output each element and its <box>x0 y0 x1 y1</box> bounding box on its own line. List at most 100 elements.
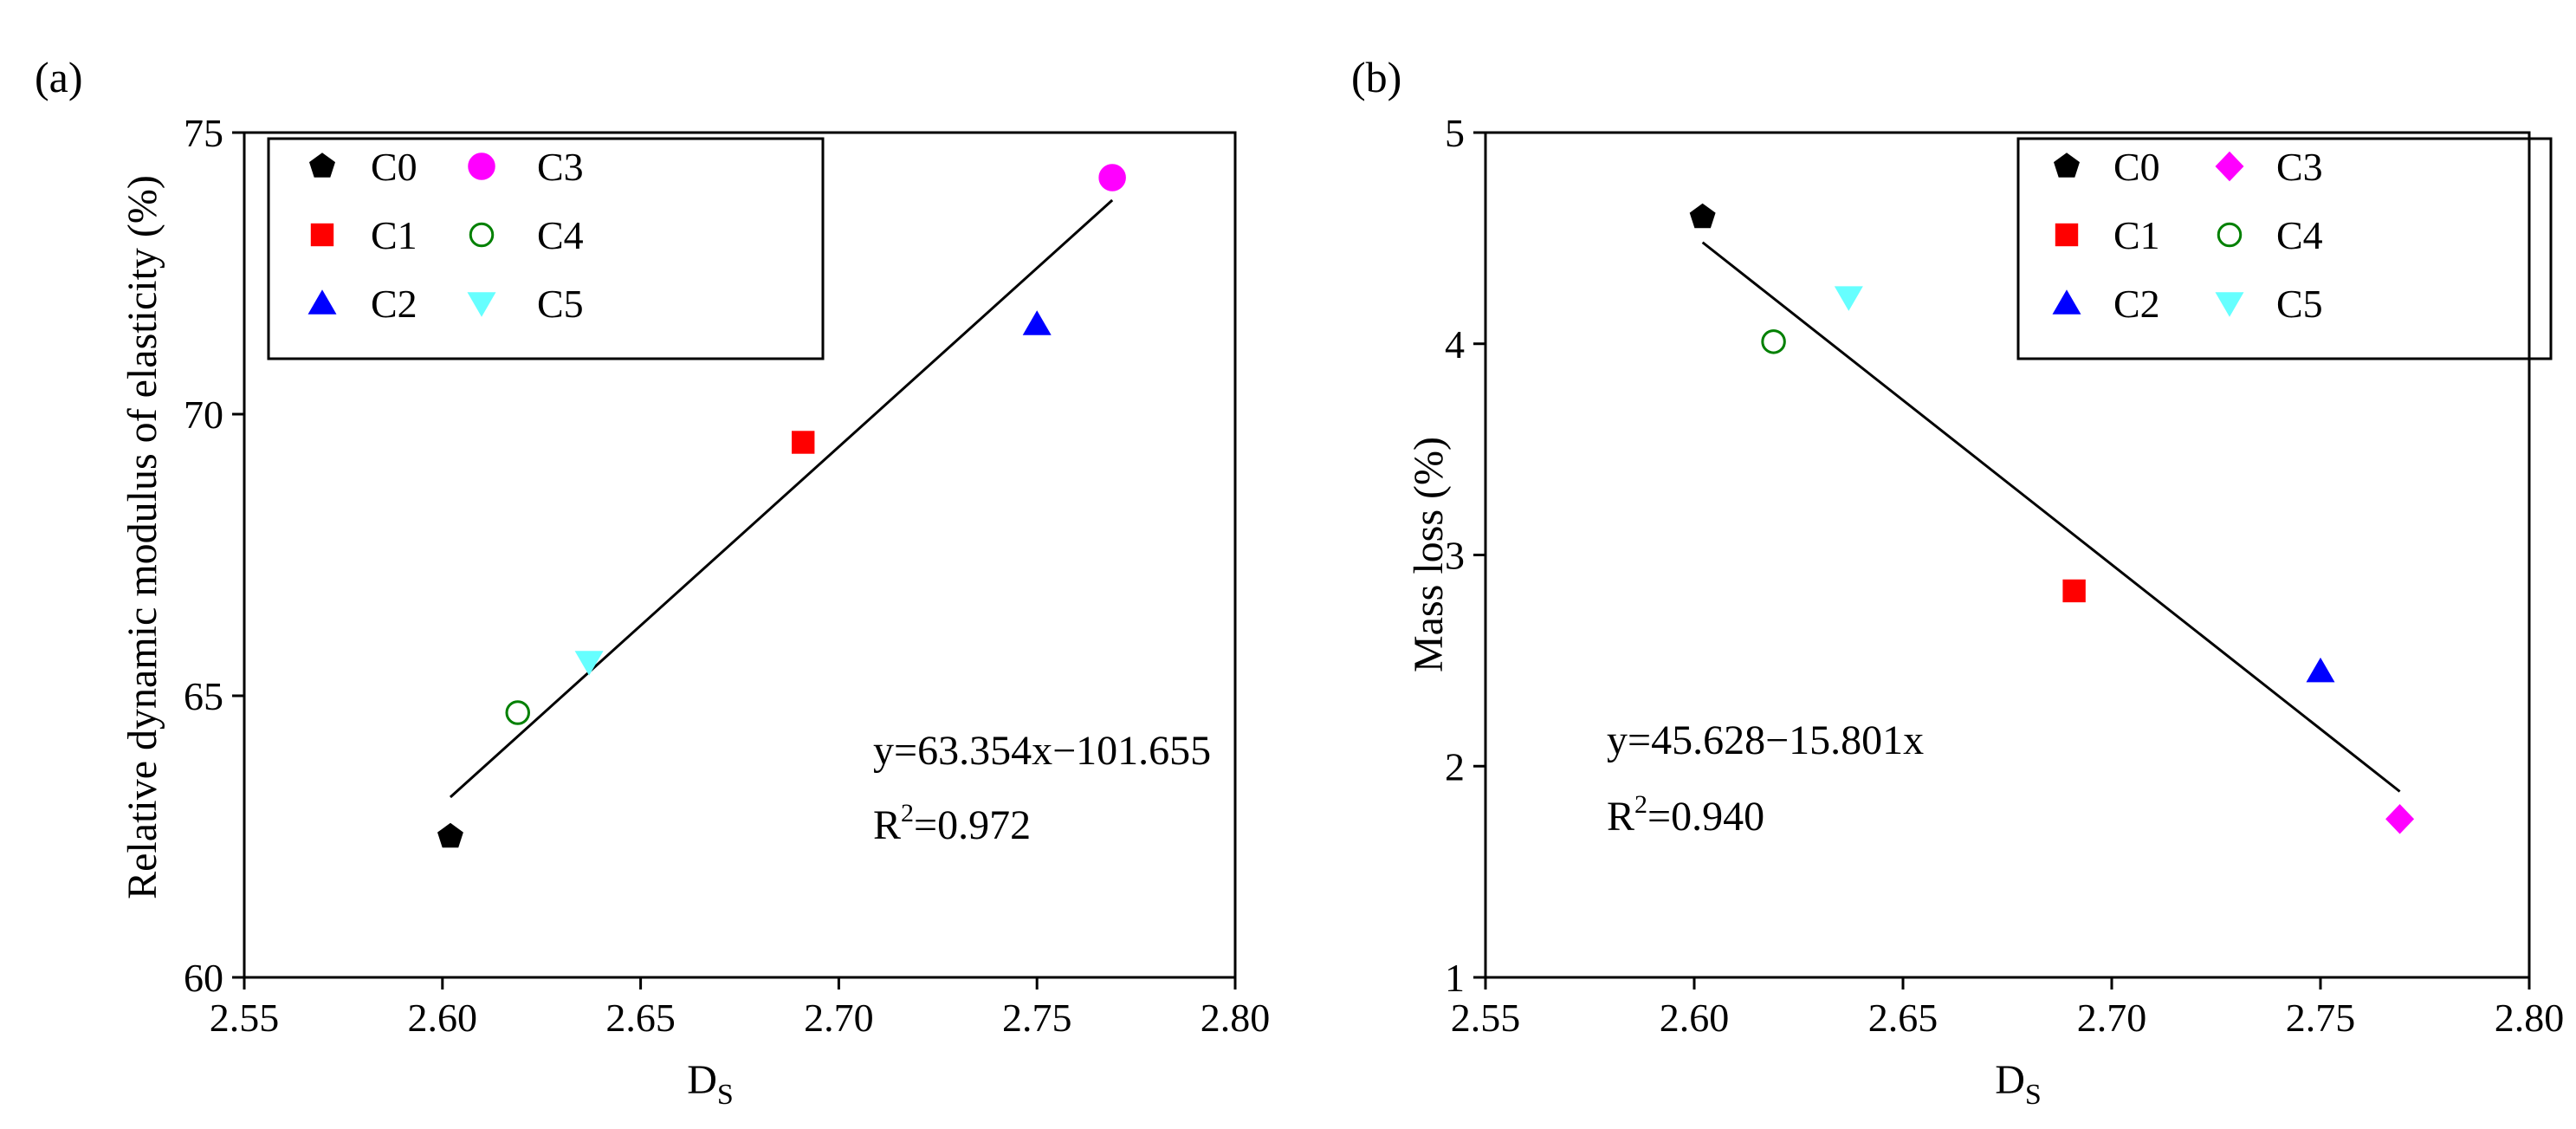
panel-b-legend-label-c3: C3 <box>2276 145 2323 189</box>
panel-a-legend-symbol-c4 <box>469 222 495 248</box>
panel-b-points <box>1689 203 2415 834</box>
panel-a-plot-frame <box>243 131 1237 979</box>
panel-b-x-tick-label-4: 2.75 <box>2286 996 2356 1040</box>
panel-b-x-axis-title: DS <box>1995 1057 2042 1111</box>
panel-a-point-c1 <box>792 431 815 454</box>
panel-b-y-tick-label-4: 5 <box>1445 111 1465 155</box>
panel-a-legend-symbol-c0 <box>309 152 335 178</box>
panel-b-legend-label-c1: C1 <box>2113 213 2160 257</box>
panel-b-legend-label-c0: C0 <box>2113 145 2160 189</box>
panel-a-legend-symbol-c1 <box>310 223 334 247</box>
panel-a-legend-box <box>267 137 825 360</box>
panel-b-legend-marker-c1 <box>2055 223 2079 247</box>
panel-b-equation: y=45.628−15.801x <box>1607 717 1924 763</box>
panel-a-points <box>437 164 1126 848</box>
panel-a-x-tick-label-3: 2.70 <box>804 996 874 1040</box>
panel-b-point-c3 <box>2385 803 2415 834</box>
panel-a-legend-symbol-c5 <box>467 292 496 317</box>
panel-b-ticks: 2.55 2.60 2.65 2.70 2.75 2.80 1 2 3 4 5 <box>1445 111 2564 1040</box>
panel-a-x-tick-label-1: 2.60 <box>408 996 478 1040</box>
panel-a-point-c3 <box>1098 164 1126 191</box>
panel-a-ticks: 2.55 2.60 2.65 2.70 2.75 2.80 60 65 70 75 <box>184 111 1270 1040</box>
panel-b-legend-symbol-c3 <box>2215 151 2244 182</box>
panel-b-r-squared: R2=0.940 <box>1607 790 1764 840</box>
panel-b-legend-marker-c2 <box>2052 289 2081 315</box>
panel-b-legend-box <box>2016 137 2553 360</box>
panel-b-y-axis-title: Mass loss (%) <box>1406 437 1452 672</box>
panel-b-legend: C0 C1 C2 C3 C4 C5 <box>2016 137 2553 360</box>
panel-b-x-tick-label-5: 2.80 <box>2495 996 2565 1040</box>
panel-a-equation: y=63.354x−101.655 <box>873 728 1211 774</box>
panel-b-legend-symbol-c0 <box>2054 152 2080 178</box>
panel-b-y-tick-label-1: 2 <box>1445 744 1465 788</box>
panel-b-r-squared-r: R <box>1607 794 1634 840</box>
panel-a-y-tick-label-1: 65 <box>184 674 223 718</box>
panel-b-x-tick-label-1: 2.60 <box>1660 996 1730 1040</box>
panel-b-x-tick-label-3: 2.70 <box>2077 996 2147 1040</box>
panel-a-legend-label-c5: C5 <box>537 282 584 326</box>
panel-b-legend-symbol-c1 <box>2055 223 2079 247</box>
panel-a-legend: C0 C1 C2 C3 C4 C5 <box>267 137 825 360</box>
panel-a-x-tick-label-4: 2.75 <box>1002 996 1072 1040</box>
panel-b-x-tick-label-2: 2.65 <box>1868 996 1938 1040</box>
panel-a-legend-label-c3: C3 <box>537 145 584 189</box>
panel-a-point-c0 <box>437 822 463 848</box>
panel-a-label: (a) <box>35 53 83 101</box>
panel-b-legend-symbol-c4 <box>2217 222 2243 248</box>
panel-a-legend-marker-c1 <box>310 223 334 247</box>
panel-a-point-c2 <box>1022 310 1052 335</box>
panel-a-y-tick-label-0: 60 <box>184 956 223 1000</box>
panel-a-x-axis-title: DS <box>687 1057 734 1111</box>
panel-b-point-c1 <box>2062 579 2086 603</box>
panel-b-point-c5 <box>1834 286 1863 311</box>
panel-a-legend-label-c1: C1 <box>371 213 417 257</box>
panel-a-point-c4 <box>505 700 530 725</box>
panel-a-x-tick-label-5: 2.80 <box>1201 996 1271 1040</box>
panel-a-r-squared: R2=0.972 <box>873 799 1031 848</box>
panel-a-y-axis-title: Relative dynamic modulus of elasticity (… <box>120 175 165 899</box>
panel-b-y-tick-label-2: 3 <box>1445 534 1465 578</box>
panel-a-fit-line <box>449 198 1114 799</box>
panel-b-legend-label-c4: C4 <box>2276 213 2323 257</box>
panel-b-x-axis-title-main: D <box>1995 1057 2025 1103</box>
panel-a-legend-label-c2: C2 <box>371 282 417 326</box>
panel-a-legend-marker-c0 <box>309 152 335 178</box>
panel-a-legend-label-c0: C0 <box>371 145 417 189</box>
panel-a-x-axis-title-main: D <box>687 1057 717 1103</box>
panel-b-point-c2 <box>2306 657 2335 683</box>
panel-a-y-tick-label-2: 70 <box>184 393 223 437</box>
panel-a-x-tick-label-2: 2.65 <box>605 996 676 1040</box>
panel-b-y-tick-label-0: 1 <box>1445 956 1465 1000</box>
panel-a-y-tick-label-3: 75 <box>184 111 223 155</box>
panel-a-legend-symbol-c3 <box>468 152 495 180</box>
panel-b-x-tick-label-0: 2.55 <box>1451 996 1521 1040</box>
panel-b-legend-label-c2: C2 <box>2113 282 2160 326</box>
panel-b-plot-frame <box>1484 131 2531 979</box>
panel-b-legend-symbol-c2 <box>2052 289 2081 315</box>
panel-a-r-squared-value: =0.972 <box>914 802 1031 848</box>
panel-a-r-squared-sup: 2 <box>901 799 914 827</box>
panel-a-x-axis-title-sub: S <box>717 1079 734 1111</box>
panel-a-legend-symbol-c2 <box>307 289 337 315</box>
panel-b-y-tick-label-3: 4 <box>1445 322 1465 367</box>
panel-a-point-c5 <box>574 651 604 676</box>
panel-a-r-squared-r: R <box>873 802 901 848</box>
panel-b-legend-marker-c3 <box>2215 151 2244 182</box>
panel-a-legend-marker-c2 <box>307 289 337 315</box>
panel-a-legend-marker-c4 <box>469 222 495 248</box>
panel-a-legend-label-c4: C4 <box>537 213 584 257</box>
panel-b-point-c4 <box>1761 329 1786 354</box>
panel-b: (b) Mass loss (%) DS 2.55 2.60 2.65 2.70 2.7… <box>1351 53 2564 1111</box>
panel-b-legend-marker-c0 <box>2054 152 2080 178</box>
panel-b-legend-symbol-c5 <box>2215 292 2244 317</box>
panel-b-x-axis-title-sub: S <box>2025 1079 2042 1111</box>
panel-a: (a) Relative dynamic modulus of elastici… <box>35 53 1270 1111</box>
panel-b-legend-label-c5: C5 <box>2276 282 2323 326</box>
panel-b-legend-marker-c4 <box>2217 222 2243 248</box>
panel-a-legend-marker-c5 <box>467 292 496 317</box>
panel-a-x-tick-label-0: 2.55 <box>210 996 280 1040</box>
panel-b-r-squared-sup: 2 <box>1634 790 1647 819</box>
panel-b-label: (b) <box>1351 53 1401 101</box>
panel-b-legend-marker-c5 <box>2215 292 2244 317</box>
